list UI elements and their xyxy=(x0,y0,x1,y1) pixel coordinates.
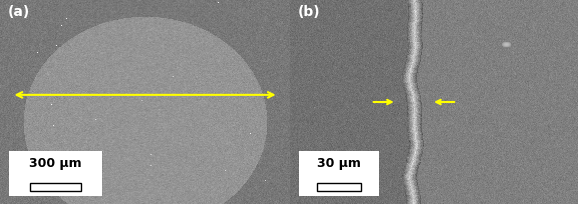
Bar xyxy=(317,183,361,191)
Text: (a): (a) xyxy=(8,5,29,19)
Text: 30 μm: 30 μm xyxy=(317,157,361,170)
Text: (b): (b) xyxy=(297,5,320,19)
Bar xyxy=(29,183,81,191)
Bar xyxy=(299,151,379,196)
Text: 300 μm: 300 μm xyxy=(29,157,81,170)
Bar xyxy=(9,151,102,196)
